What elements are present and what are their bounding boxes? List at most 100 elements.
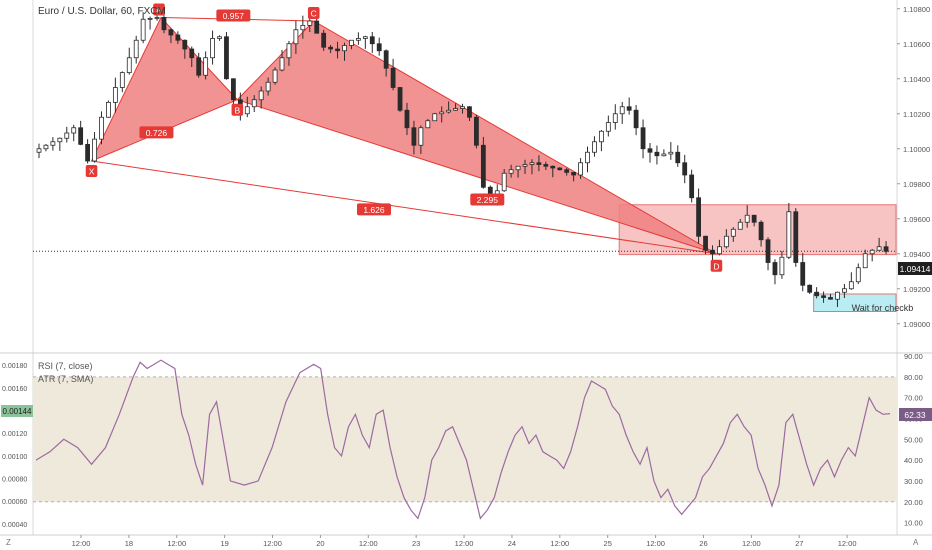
candle-up — [210, 38, 215, 59]
candle-up — [862, 253, 868, 269]
candle-down — [675, 151, 681, 164]
candle-down — [557, 167, 563, 171]
candle-up — [779, 256, 785, 276]
point-c-label-bg — [307, 7, 320, 19]
point-a-label: A — [156, 5, 162, 15]
candle-up — [112, 87, 118, 103]
point-x-label: X — [89, 167, 95, 177]
candle-down — [696, 197, 701, 237]
candle-up — [140, 18, 146, 41]
candle-down — [397, 87, 403, 111]
candle-up — [598, 130, 604, 143]
candle-down — [369, 36, 375, 45]
candle-up — [855, 267, 861, 283]
candle-down — [550, 165, 556, 169]
atr-indicator-label: ATR (7, SMA) — [38, 374, 93, 384]
candle-down — [85, 143, 91, 162]
rsi-tick-label: 70.00 — [904, 394, 923, 403]
x-tick-label: 20 — [316, 539, 324, 548]
candle-up — [307, 20, 313, 26]
candle-down — [536, 162, 542, 165]
point-b-label-bg — [231, 103, 244, 116]
candle-down — [328, 46, 334, 50]
candle-down — [710, 249, 715, 255]
candle-down — [633, 109, 639, 129]
candle-up — [522, 164, 528, 167]
atr-tick-label: 0.00160 — [2, 386, 27, 393]
candle-up — [432, 113, 438, 122]
candle-up — [585, 151, 590, 164]
candle-up — [501, 172, 507, 192]
candle-down — [224, 36, 229, 80]
rsi-value-badge: 62.33 — [899, 408, 932, 421]
candle-up — [786, 211, 792, 258]
candle-up — [43, 144, 49, 150]
candle-down — [189, 48, 195, 59]
candle-down — [689, 174, 695, 199]
wait-for-check-label: Wait for checkb — [852, 303, 914, 313]
candle-up — [126, 57, 132, 74]
candle-up — [203, 57, 209, 76]
candle-up — [508, 169, 514, 174]
candle-down — [883, 246, 889, 252]
ratio-ac-label: 0.957 — [223, 11, 245, 21]
candle-down — [390, 67, 396, 88]
x-tick-label: 19 — [220, 539, 228, 548]
xd-leg-line — [91, 160, 717, 255]
ratio-bd-label: 2.295 — [477, 195, 499, 205]
x-tick-label: 12:00 — [550, 539, 569, 548]
candle-up — [661, 153, 667, 157]
candle-down — [640, 127, 646, 150]
chart-title: Euro / U.S. Dollar, 60, FXCM — [38, 6, 166, 17]
candle-up — [605, 122, 611, 132]
price-tick-label: 1.10200 — [903, 110, 930, 119]
candle-up — [418, 127, 424, 146]
candle-up — [612, 113, 618, 123]
candle-down — [182, 39, 188, 50]
rsi-overbought-oversold-band — [33, 376, 897, 502]
candle-up — [133, 39, 139, 59]
corner-left-label: Z — [6, 538, 11, 547]
rsi-tick-label: 30.00 — [904, 477, 923, 486]
point-c-label: C — [311, 9, 317, 19]
candle-up — [342, 45, 347, 52]
x-tick-label: 12:00 — [455, 539, 474, 548]
candle-up — [244, 106, 250, 115]
candle-up — [529, 162, 535, 165]
x-tick-label: 12:00 — [167, 539, 186, 548]
candle-down — [828, 297, 833, 300]
point-d-label-bg — [710, 259, 723, 272]
x-tick-label: 12:00 — [359, 539, 378, 548]
candle-down — [231, 78, 236, 101]
price-tick-label: 1.10400 — [903, 75, 930, 84]
candle-up — [57, 137, 63, 143]
candle-down — [821, 295, 826, 298]
atr-tick-label: 0.00120 — [2, 431, 27, 438]
ratio-xd-label-bg — [356, 203, 391, 216]
candle-down — [758, 221, 764, 241]
candle-up — [723, 235, 729, 248]
candle-up — [592, 141, 597, 153]
candle-up — [286, 43, 292, 59]
x-tick-label: 12:00 — [646, 539, 665, 548]
candle-down — [321, 32, 327, 48]
candle-up — [300, 24, 306, 31]
candle-up — [460, 106, 465, 109]
candle-up — [258, 90, 264, 101]
atr-tick-label: 0.00060 — [2, 499, 27, 506]
candle-down — [161, 17, 167, 31]
price-tick-label: 1.10000 — [903, 145, 930, 154]
x-tick-label: 12:00 — [263, 539, 282, 548]
candlesticks — [36, 11, 889, 308]
ratio-xd-label: 1.626 — [363, 205, 385, 215]
rsi-tick-label: 20.00 — [904, 498, 923, 507]
candle-up — [619, 106, 625, 115]
candle-down — [564, 169, 570, 173]
candle-down — [314, 20, 320, 34]
rsi-indicator-label: RSI (7, close) — [38, 361, 93, 371]
svg-text:1.09414: 1.09414 — [900, 264, 931, 274]
point-b-label: B — [235, 105, 241, 115]
price-tick-label: 1.09200 — [903, 285, 930, 294]
candle-down — [335, 48, 340, 52]
